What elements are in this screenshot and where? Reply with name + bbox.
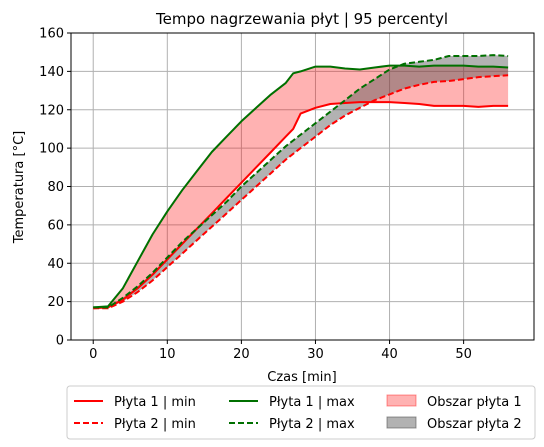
series-line-2 [93,74,509,310]
legend-label-series-1: Płyta 1 | max [269,395,355,410]
y-tick-label: 140 [39,65,64,80]
area-layer [93,55,509,309]
legend-label-series-2: Płyta 2 | min [114,417,196,432]
x-axis: 0 10 20 30 40 50 [89,340,472,362]
y-tick-label: 0 [56,334,64,349]
x-tick-label: 30 [307,347,324,362]
x-tick-label: 10 [159,347,176,362]
x-axis-label: Czas [min] [267,370,336,385]
legend-label-area-1: Obszar płyta 2 [427,417,522,432]
legend-swatch-area-0 [386,394,417,407]
legend-swatch-area-1 [386,416,417,429]
series-line-3 [93,54,509,309]
x-tick-label: 40 [381,347,398,362]
y-tick-label: 20 [47,295,64,310]
legend-label-area-0: Obszar płyta 1 [427,395,522,410]
y-tick-label: 60 [47,218,64,233]
y-axis-label: Temperatura [°C] [12,131,27,244]
y-tick-label: 100 [39,142,64,157]
x-tick-label: 20 [233,347,250,362]
chart-title: Tempo nagrzewania płyt | 95 percentyl [155,10,448,28]
area-0 [93,65,509,309]
x-tick-label: 50 [455,347,472,362]
y-axis: 0 20 40 60 80 100 120 140 160 [39,27,71,349]
series-line-0 [93,101,509,310]
series-line-1 [93,64,509,309]
y-tick-label: 120 [39,103,64,118]
y-tick-label: 80 [47,180,64,195]
legend: Płyta 1 | min Płyta 2 | min Płyta 1 | ma… [66,385,536,440]
y-tick-label: 160 [39,27,64,42]
legend-box [66,385,536,440]
series-layer [93,54,509,310]
x-tick-label: 0 [89,347,97,362]
y-tick-label: 40 [47,257,64,272]
legend-label-series-3: Płyta 2 | max [269,417,355,432]
legend-label-series-0: Płyta 1 | min [114,395,196,410]
